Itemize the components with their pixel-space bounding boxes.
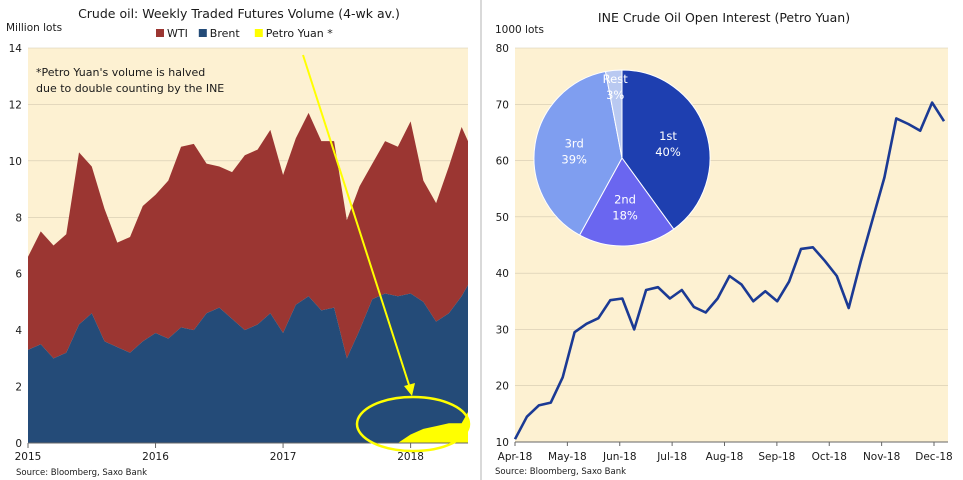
pie-slice-label: 3rd <box>565 136 584 150</box>
right-y-tick-label: 30 <box>496 324 509 336</box>
left-y-tick-label: 4 <box>15 325 22 337</box>
left-y-axis-label: Million lots <box>6 22 62 34</box>
right-x-tick-label: Aug-18 <box>706 451 744 463</box>
open-interest-chart: INE Crude Oil Open Interest (Petro Yuan)… <box>495 10 953 477</box>
left-y-tick-label: 10 <box>9 156 22 168</box>
open-interest-line <box>513 101 946 440</box>
petro-yuan-area <box>397 411 468 443</box>
right-y-axis-label: 1000 lots <box>495 24 544 36</box>
annotation-arrow-line <box>302 54 411 389</box>
right-y-tick-label: 50 <box>496 212 509 224</box>
pie-slice-percent: 18% <box>612 208 638 222</box>
brent-area <box>28 285 468 443</box>
legend-swatch <box>254 29 263 37</box>
legend-label: WTI <box>167 27 188 40</box>
wti-area <box>28 112 468 359</box>
left-axes: 0 2 4 6 8 10 12 14 2015 2016 2017 2018 <box>9 43 468 463</box>
left-x-tick-label: 2018 <box>397 451 424 463</box>
right-chart-panel: INE Crude Oil Open Interest (Petro Yuan)… <box>485 0 963 480</box>
annotation-arrow-head <box>404 383 415 396</box>
right-axes: 10 20 30 40 50 60 70 80 Apr-18 May-18 Jun-18 Jul-18… <box>496 43 953 463</box>
left-y-tick-label: 2 <box>15 382 22 394</box>
right-x-tick-label: Jul-18 <box>656 451 687 463</box>
right-x-tick-label: Dec-18 <box>915 451 952 463</box>
left-chart-title: Crude oil: Weekly Traded Futures Volume … <box>78 6 400 21</box>
right-y-tick-label: 10 <box>496 437 509 449</box>
right-chart-title: INE Crude Oil Open Interest (Petro Yuan) <box>598 10 850 25</box>
right-y-tick-label: 80 <box>496 43 509 55</box>
right-y-tick-label: 20 <box>496 381 509 393</box>
petro-yuan-note-line1: *Petro Yuan's volume is halved <box>36 66 205 79</box>
left-stacked-areas <box>28 112 468 443</box>
pie-slice-2nd <box>578 157 675 247</box>
right-y-tick-label: 60 <box>496 156 509 168</box>
market-share-pie-inset: 1st 40% 2nd 18% 3rd 39% Rest 3% <box>533 69 711 247</box>
left-source-note: Source: Bloomberg, Saxo Bank <box>16 468 147 478</box>
left-y-tick-label: 8 <box>15 212 22 224</box>
left-x-tick-label: 2016 <box>142 451 169 463</box>
left-chart-panel: Crude oil: Weekly Traded Futures Volume … <box>0 0 478 480</box>
legend-label: Petro Yuan * <box>266 27 333 40</box>
right-y-tick-label: 40 <box>496 268 509 280</box>
panel-divider <box>480 0 482 480</box>
pie-slice-percent: 3% <box>606 88 624 102</box>
right-source-note: Source: Bloomberg, Saxo Bank <box>495 467 626 477</box>
pie-slice-1st <box>621 69 711 230</box>
pie-slice-3rd <box>533 70 623 236</box>
left-y-tick-label: 14 <box>9 43 23 55</box>
left-x-tick-label: 2017 <box>270 451 297 463</box>
left-y-tick-label: 0 <box>15 438 22 450</box>
legend-label: Brent <box>210 27 241 40</box>
weekly-volume-chart: Crude oil: Weekly Traded Futures Volume … <box>6 6 471 478</box>
pie-slice-rest <box>604 69 623 159</box>
pie-slice-label: 1st <box>659 129 677 143</box>
right-x-tick-label: Jun-18 <box>602 451 637 463</box>
right-y-tick-label: 70 <box>496 99 509 111</box>
left-x-tick-label: 2015 <box>15 451 42 463</box>
petro-yuan-note-line2: due to double counting by the INE <box>36 82 224 95</box>
petro-yuan-highlight-annotation <box>302 54 471 453</box>
pie-slice-percent: 39% <box>561 152 587 166</box>
right-x-tick-label: Oct-18 <box>812 451 847 463</box>
legend-swatch <box>198 29 207 37</box>
right-x-tick-label: May-18 <box>548 451 587 463</box>
right-x-tick-label: Sep-18 <box>758 451 795 463</box>
pie-slice-percent: 40% <box>655 145 681 159</box>
left-y-tick-label: 12 <box>9 99 22 111</box>
left-y-tick-label: 6 <box>15 269 22 281</box>
right-x-tick-label: Apr-18 <box>498 451 533 463</box>
pie-slice-label: 2nd <box>614 192 636 206</box>
legend-swatch <box>156 29 164 37</box>
annotation-ellipse <box>355 395 471 453</box>
pie-slice-label: Rest <box>603 72 629 86</box>
left-legend: WTI Brent Petro Yuan * <box>156 27 333 40</box>
right-x-tick-label: Nov-18 <box>863 451 900 463</box>
open-interest-series-line <box>513 101 946 440</box>
